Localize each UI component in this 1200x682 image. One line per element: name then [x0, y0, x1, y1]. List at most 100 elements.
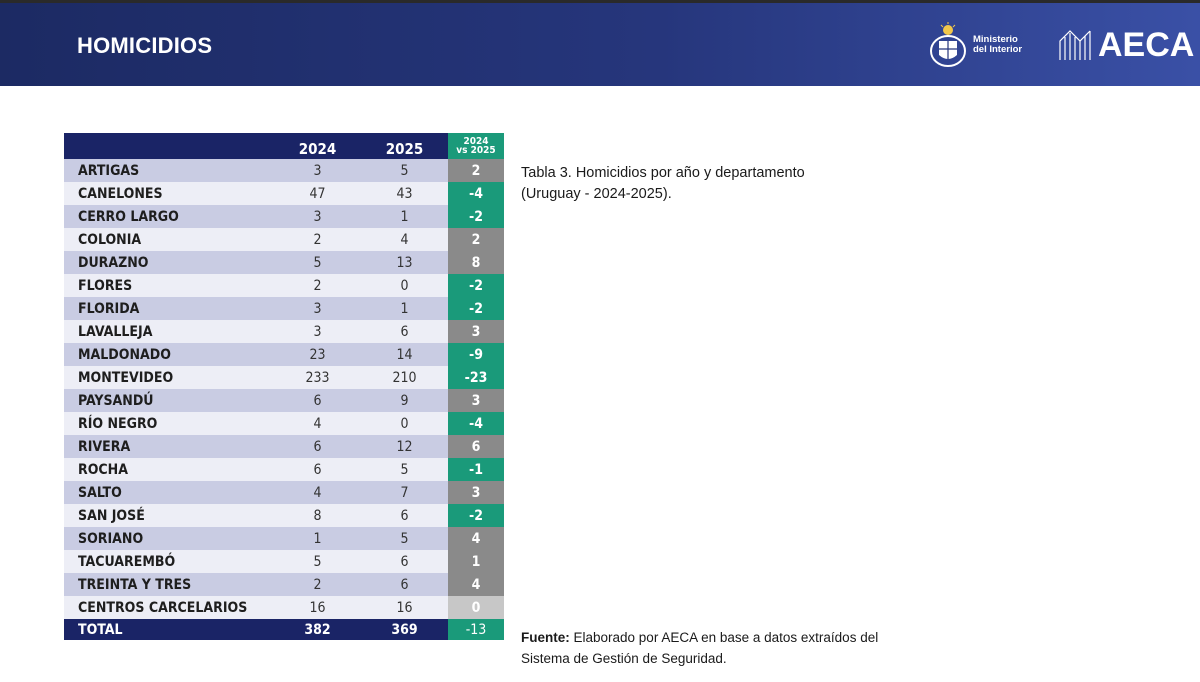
department-cell: SALTO — [64, 481, 274, 504]
total-difference-cell: -13 — [448, 619, 504, 640]
difference-cell: 3 — [448, 481, 504, 504]
value-2024-cell: 2 — [274, 573, 361, 596]
value-2024-cell: 6 — [274, 458, 361, 481]
value-2024-cell: 2 — [274, 274, 361, 297]
table-row: COLONIA 2 4 2 — [64, 228, 504, 251]
department-cell: CANELONES — [64, 182, 274, 205]
department-cell: LAVALLEJA — [64, 320, 274, 343]
value-2024-cell: 5 — [274, 251, 361, 274]
value-2025-cell: 6 — [361, 550, 448, 573]
table-header-row: 2024 2025 2024 vs 2025 — [64, 133, 504, 159]
value-2024-cell: 4 — [274, 412, 361, 435]
value-2024-cell: 6 — [274, 389, 361, 412]
difference-cell: 3 — [448, 389, 504, 412]
department-cell: PAYSANDÚ — [64, 389, 274, 412]
table-caption: Tabla 3. Homicidios por año y departamen… — [521, 165, 805, 202]
department-cell: MONTEVIDEO — [64, 366, 274, 389]
value-2025-cell: 9 — [361, 389, 448, 412]
department-cell: ROCHA — [64, 458, 274, 481]
table-row: SALTO 4 7 3 — [64, 481, 504, 504]
table-row: TREINTA Y TRES 2 6 4 — [64, 573, 504, 596]
total-2025-cell: 369 — [361, 619, 448, 640]
aeca-wordmark: AECA — [1098, 26, 1195, 64]
difference-cell: 6 — [448, 435, 504, 458]
table-row: ARTIGAS 3 5 2 — [64, 159, 504, 182]
header-year-2024: 2024 — [274, 133, 361, 159]
value-2024-cell: 1 — [274, 527, 361, 550]
value-2024-cell: 47 — [274, 182, 361, 205]
ministerio-logo: Ministerio del Interior — [928, 21, 1038, 71]
value-2025-cell: 4 — [361, 228, 448, 251]
value-2025-cell: 13 — [361, 251, 448, 274]
value-2024-cell: 4 — [274, 481, 361, 504]
department-cell: TACUAREMBÓ — [64, 550, 274, 573]
department-cell: RIVERA — [64, 435, 274, 458]
table-row: TACUAREMBÓ 5 6 1 — [64, 550, 504, 573]
department-cell: MALDONADO — [64, 343, 274, 366]
value-2025-cell: 1 — [361, 297, 448, 320]
department-cell: DURAZNO — [64, 251, 274, 274]
header-difference: 2024 vs 2025 — [448, 133, 504, 159]
value-2025-cell: 5 — [361, 458, 448, 481]
table-row: CANELONES 47 43 -4 — [64, 182, 504, 205]
aeca-logo: AECA — [1058, 25, 1194, 65]
department-cell: CENTROS CARCELARIOS — [64, 596, 274, 619]
difference-cell: 4 — [448, 527, 504, 550]
value-2025-cell: 16 — [361, 596, 448, 619]
header-diff-line1: 2024 — [463, 136, 489, 147]
difference-cell: 8 — [448, 251, 504, 274]
value-2025-cell: 6 — [361, 573, 448, 596]
department-cell: CERRO LARGO — [64, 205, 274, 228]
header-department — [64, 133, 274, 159]
difference-cell: -23 — [448, 366, 504, 389]
table-row: FLORES 2 0 -2 — [64, 274, 504, 297]
table-row: MALDONADO 23 14 -9 — [64, 343, 504, 366]
value-2025-cell: 5 — [361, 159, 448, 182]
total-row: TOTAL 382 369 -13 — [64, 619, 504, 640]
value-2025-cell: 7 — [361, 481, 448, 504]
total-2024-cell: 382 — [274, 619, 361, 640]
value-2025-cell: 14 — [361, 343, 448, 366]
source-note: Fuente: Elaborado por AECA en base a dat… — [521, 627, 891, 669]
page-title: HOMICIDIOS — [77, 33, 213, 58]
difference-cell: -2 — [448, 504, 504, 527]
difference-cell: -2 — [448, 205, 504, 228]
source-text: Elaborado por AECA en base a datos extra… — [521, 630, 879, 666]
value-2024-cell: 3 — [274, 297, 361, 320]
value-2025-cell: 5 — [361, 527, 448, 550]
header-year-2025: 2025 — [361, 133, 448, 159]
difference-cell: 3 — [448, 320, 504, 343]
table-row: ROCHA 6 5 -1 — [64, 458, 504, 481]
value-2025-cell: 0 — [361, 274, 448, 297]
difference-cell: -2 — [448, 274, 504, 297]
homicides-table: 2024 2025 2024 vs 2025 ARTIGAS 3 5 2 CANELON… — [64, 133, 504, 640]
ministry-name-line1: Ministerio — [973, 34, 1018, 45]
department-cell: RÍO NEGRO — [64, 412, 274, 435]
table-row: SORIANO 1 5 4 — [64, 527, 504, 550]
table-row: RIVERA 6 12 6 — [64, 435, 504, 458]
source-label: Fuente: — [521, 630, 570, 645]
page-header: HOMICIDIOS Ministerio del Interior — [0, 3, 1200, 86]
difference-cell: -4 — [448, 412, 504, 435]
department-cell: FLORES — [64, 274, 274, 297]
top-border — [0, 0, 1200, 3]
table-row: MONTEVIDEO 233 210 -23 — [64, 366, 504, 389]
coat-of-arms-icon — [930, 22, 966, 67]
value-2024-cell: 2 — [274, 228, 361, 251]
table-row: DURAZNO 5 13 8 — [64, 251, 504, 274]
ministry-name-line2: del Interior — [973, 44, 1023, 55]
value-2024-cell: 5 — [274, 550, 361, 573]
department-cell: COLONIA — [64, 228, 274, 251]
value-2024-cell: 3 — [274, 159, 361, 182]
value-2024-cell: 233 — [274, 366, 361, 389]
total-label-cell: TOTAL — [64, 619, 274, 640]
value-2025-cell: 0 — [361, 412, 448, 435]
department-cell: SORIANO — [64, 527, 274, 550]
difference-cell: 2 — [448, 228, 504, 251]
table-row: RÍO NEGRO 4 0 -4 — [64, 412, 504, 435]
difference-cell: -9 — [448, 343, 504, 366]
department-cell: SAN JOSÉ — [64, 504, 274, 527]
value-2025-cell: 43 — [361, 182, 448, 205]
header-diff-line2: vs 2025 — [456, 145, 496, 156]
difference-cell: 1 — [448, 550, 504, 573]
